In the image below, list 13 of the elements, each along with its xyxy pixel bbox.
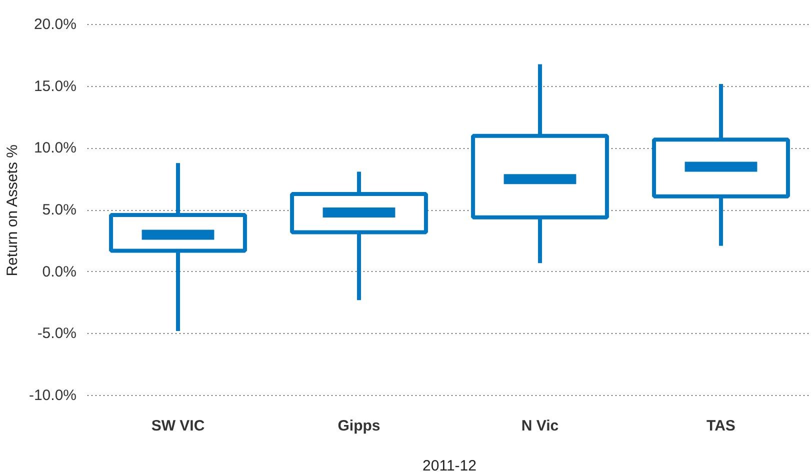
y-tick-label: 5.0% bbox=[42, 202, 77, 218]
x-tick-label: Gipps bbox=[338, 418, 380, 434]
y-tick-label: 10.0% bbox=[34, 140, 77, 157]
y-axis-title: Return on Assets % bbox=[4, 144, 21, 276]
x-tick-label: SW VIC bbox=[151, 418, 205, 434]
y-tick-label: -5.0% bbox=[37, 325, 77, 342]
x-tick-label: TAS bbox=[706, 418, 736, 434]
x-tick-label: N Vic bbox=[521, 418, 559, 434]
y-tick-label: -10.0% bbox=[28, 386, 77, 404]
y-tick-label: 0.0% bbox=[42, 263, 77, 280]
y-tick-label: 20.0% bbox=[34, 16, 77, 34]
x-axis-title: 2011-12 bbox=[422, 458, 476, 473]
y-tick-label: 15.0% bbox=[34, 78, 77, 95]
